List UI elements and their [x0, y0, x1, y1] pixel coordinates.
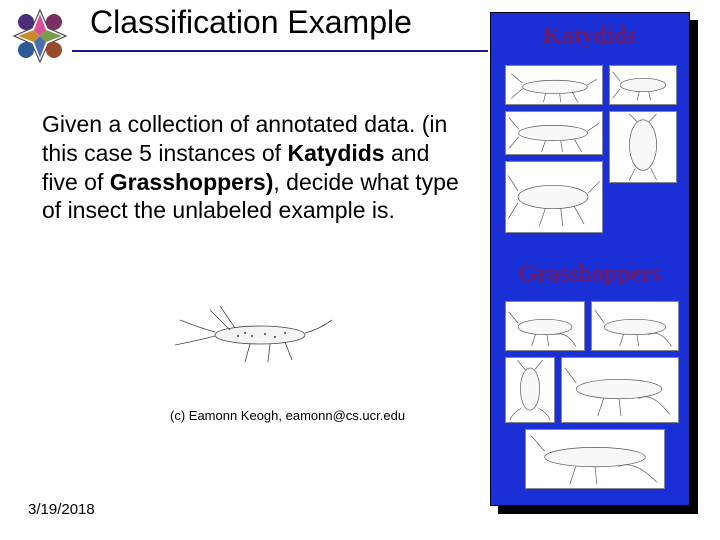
footer-date: 3/19/2018 — [28, 501, 95, 518]
katydid-thumb-2 — [609, 65, 677, 105]
grasshopper-thumb-3 — [505, 357, 555, 423]
body-seg-2-bold: Katydids — [287, 140, 384, 166]
grasshopper-thumb-4 — [561, 357, 679, 423]
panel-body: Katydids Grasshoppers — [490, 12, 690, 506]
grasshopper-thumb-2 — [591, 301, 679, 351]
institution-logo-icon — [10, 6, 70, 66]
grasshopper-thumb-5 — [525, 429, 665, 489]
katydid-thumb-1 — [505, 65, 603, 105]
unlabeled-insect-icon — [150, 300, 340, 380]
grasshopper-thumb-1 — [505, 301, 585, 351]
slide-title: Classification Example — [90, 4, 412, 41]
credit-line: (c) Eamonn Keogh, eamonn@cs.ucr.edu — [170, 408, 405, 423]
examples-panel: Katydids Grasshoppers — [490, 12, 698, 512]
katydid-thumb-5 — [505, 161, 603, 233]
title-underline — [72, 50, 488, 52]
body-paragraph: Given a collection of annotated data. (i… — [42, 110, 462, 225]
slide-root: Classification Example Given a collectio… — [0, 0, 720, 540]
katydid-thumb-3 — [505, 111, 603, 155]
body-seg-4-bold: Grasshoppers) — [110, 169, 274, 195]
katydid-thumb-4 — [609, 111, 677, 183]
grasshoppers-label: Grasshoppers — [491, 261, 689, 288]
katydids-label: Katydids — [491, 23, 689, 50]
